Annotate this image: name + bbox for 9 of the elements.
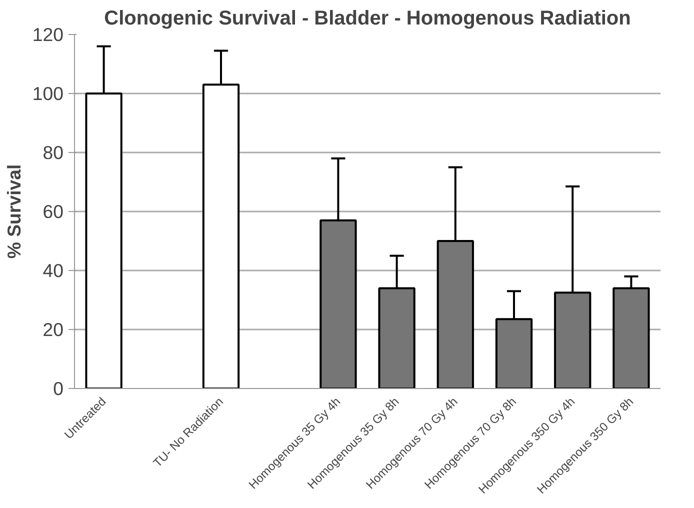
y-tick-label: 120 bbox=[32, 24, 64, 45]
y-tick-label: 100 bbox=[32, 83, 64, 104]
chart-title: Clonogenic Survival - Bladder - Homogenous Radiation bbox=[104, 8, 631, 30]
y-axis-title: % Survival bbox=[3, 164, 24, 259]
y-tick-label: 60 bbox=[42, 201, 64, 222]
y-tick-label: 40 bbox=[42, 260, 64, 281]
y-tick-label: 20 bbox=[42, 319, 64, 340]
y-tick-label: 0 bbox=[53, 378, 64, 399]
y-tick-label: 80 bbox=[42, 142, 64, 163]
